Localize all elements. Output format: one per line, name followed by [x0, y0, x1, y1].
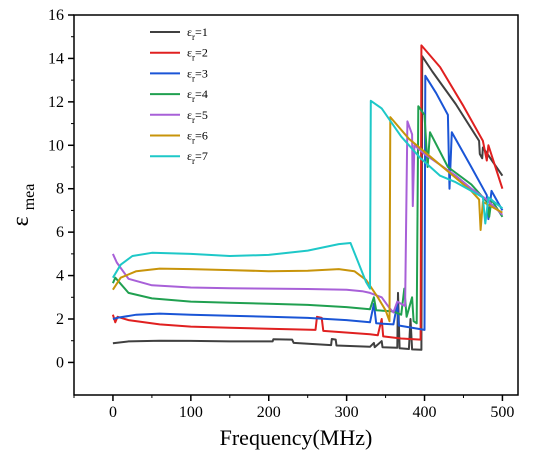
legend-label-sub: r — [192, 156, 195, 166]
legend-label: εr=7 — [187, 149, 208, 166]
legend-label-main: ε — [187, 149, 192, 163]
y-axis-title-main: ε — [8, 216, 34, 226]
x-axis-title: Frequency(MHz) — [220, 425, 373, 450]
series-line-3 — [112, 74, 504, 331]
legend-label-main: ε — [187, 66, 192, 80]
legend-label-rest: =6 — [195, 129, 208, 143]
x-tick-label: 200 — [257, 404, 281, 421]
y-axis-title: ε mea — [8, 184, 38, 227]
series-line-1 — [112, 55, 504, 351]
x-tick-label: 0 — [109, 404, 117, 421]
y-tick-label: 12 — [48, 94, 64, 111]
series-line-2 — [111, 44, 504, 341]
legend-label: εr=6 — [187, 129, 208, 146]
legend-label: εr=4 — [187, 87, 208, 104]
series-line-6 — [112, 116, 503, 323]
legend-label: εr=5 — [187, 108, 208, 125]
legend-label-rest: =5 — [195, 108, 208, 122]
legend-label-rest: =7 — [195, 149, 208, 163]
legend-label-rest: =2 — [195, 46, 208, 60]
y-tick-label: 8 — [56, 181, 64, 198]
y-tick-label: 16 — [48, 7, 64, 24]
y-tick-label: 0 — [56, 354, 64, 371]
legend-label-main: ε — [187, 87, 192, 101]
plot-frame — [73, 14, 519, 396]
y-axis-title-sub: mea — [21, 184, 38, 211]
series-line-4 — [111, 105, 504, 325]
y-tick-label: 2 — [56, 311, 64, 328]
legend-label-sub: r — [192, 53, 195, 63]
legend-label-sub: r — [192, 115, 195, 125]
plot-area — [111, 44, 504, 351]
legend-label: εr=1 — [187, 25, 208, 42]
legend-label-main: ε — [187, 25, 192, 39]
legend-label-rest: =1 — [195, 25, 208, 39]
legend-label-main: ε — [187, 46, 192, 60]
x-tick-label: 500 — [490, 404, 514, 421]
legend-label-sub: r — [192, 94, 195, 104]
y-tick-label: 10 — [48, 137, 64, 154]
legend-label-sub: r — [192, 136, 195, 146]
legend-label-sub: r — [192, 73, 195, 83]
legend: εr=1εr=2εr=3εr=4εr=5εr=6εr=7 — [150, 25, 208, 166]
y-tick-label: 4 — [56, 268, 64, 285]
legend-label-main: ε — [187, 108, 192, 122]
legend-label-sub: r — [192, 32, 195, 42]
x-tick-label: 300 — [335, 404, 359, 421]
axes: 0 100 200 300 400 500 0 2 4 6 8 10 12 14 16 — [48, 7, 519, 421]
legend-label-rest: =4 — [195, 87, 208, 101]
x-tick-label: 400 — [413, 404, 437, 421]
legend-label-main: ε — [187, 129, 192, 143]
legend-label-rest: =3 — [195, 66, 208, 80]
y-tick-label: 14 — [48, 50, 64, 67]
x-tick-label: 100 — [179, 404, 203, 421]
y-tick-label: 6 — [56, 224, 64, 241]
legend-label: εr=3 — [187, 66, 208, 83]
legend-label: εr=2 — [187, 46, 208, 63]
series-line-5 — [111, 120, 504, 314]
series-line-7 — [112, 99, 504, 290]
